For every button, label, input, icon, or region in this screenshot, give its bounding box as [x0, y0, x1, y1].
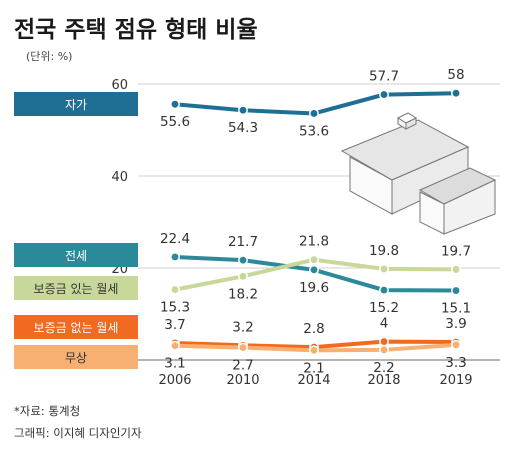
data-point [451, 339, 461, 350]
data-point [451, 88, 461, 99]
data-point [379, 285, 389, 296]
legend-label: 보증금 있는 월세 [34, 282, 119, 296]
data-point [451, 264, 461, 275]
x-tick-label: 2014 [297, 373, 330, 388]
data-point [309, 108, 319, 119]
x-tick-label: 2006 [158, 373, 191, 388]
legend-label: 무상 [65, 351, 87, 365]
data-point [238, 105, 248, 116]
legend-swatch [14, 276, 138, 300]
data-label: 19.7 [441, 243, 471, 259]
data-label: 3.7 [164, 317, 185, 333]
data-label: 53.6 [299, 123, 329, 139]
x-tick-label: 2019 [439, 373, 472, 388]
legend-label: 전세 [65, 249, 87, 263]
data-label: 4 [380, 316, 389, 332]
data-label: 21.8 [299, 234, 329, 250]
data-label: 21.7 [228, 234, 258, 250]
y-tick-label: 60 [111, 78, 128, 93]
data-label: 2.7 [232, 358, 253, 374]
data-point [170, 340, 180, 351]
legend-swatch [14, 92, 138, 116]
legend-swatch [14, 345, 138, 369]
credit-note: 그래픽: 이지혜 디자인기자 [14, 426, 142, 440]
data-point [309, 345, 319, 356]
x-tick-label: 2018 [367, 373, 400, 388]
house-illustration [340, 112, 497, 235]
data-label: 15.2 [369, 300, 399, 316]
data-point [309, 264, 319, 275]
x-tick-label: 2010 [226, 373, 259, 388]
chart-title: 전국 주택 점유 형태 비율 [14, 17, 258, 43]
data-point [451, 285, 461, 296]
data-point [379, 336, 389, 347]
data-label: 22.4 [160, 231, 190, 247]
data-label: 3.1 [164, 356, 185, 372]
legend-label: 자가 [65, 98, 87, 112]
y-tick-label: 40 [111, 170, 128, 185]
data-label: 19.8 [369, 243, 399, 259]
data-point [379, 89, 389, 100]
data-label: 54.3 [228, 120, 258, 136]
data-label: 3.2 [232, 319, 253, 335]
data-point [379, 263, 389, 274]
data-label: 15.1 [441, 301, 471, 317]
data-label: 15.3 [160, 300, 190, 316]
data-label: 58 [447, 67, 464, 83]
unit-label: (단위: %) [26, 50, 72, 63]
legend-swatch [14, 243, 138, 267]
legend-label: 보증금 없는 월세 [34, 321, 119, 335]
data-point [170, 99, 180, 110]
data-label: 2.8 [303, 321, 324, 337]
x-axis-ticks: 2006 2010 2014 2018 2019 [158, 373, 472, 388]
data-label: 18.2 [228, 286, 258, 302]
series-lines: 55.6 54.3 53.6 57.7 58 22.4 21.7 19.6 15.2 15.1 15… [160, 67, 471, 376]
data-point [309, 254, 319, 265]
data-label: 55.6 [160, 114, 190, 130]
data-label: 2.1 [303, 360, 324, 376]
data-point [238, 342, 248, 353]
data-label: 19.6 [299, 280, 329, 296]
data-label: 3.9 [445, 316, 466, 332]
source-note: *자료: 통계청 [14, 404, 80, 418]
data-label: 3.3 [445, 355, 466, 371]
data-point [170, 252, 180, 262]
data-label: 2.2 [373, 360, 394, 376]
data-point [238, 271, 248, 282]
legend-swatch [14, 315, 138, 339]
data-point [170, 284, 180, 295]
data-point [379, 344, 389, 355]
data-label: 57.7 [369, 69, 399, 85]
data-point [238, 255, 248, 266]
